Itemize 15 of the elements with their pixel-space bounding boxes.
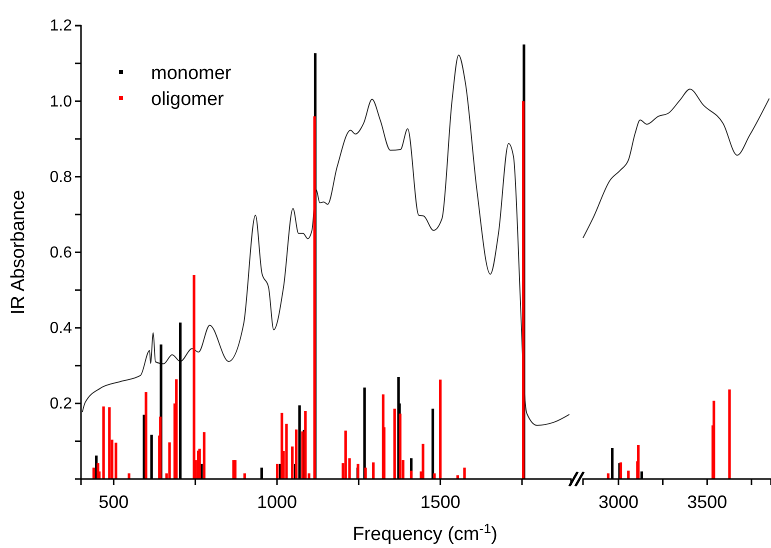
legend-label: monomer	[151, 63, 232, 84]
y-tick-label: 0.4	[50, 320, 72, 337]
x-tick-label: 1500	[420, 492, 460, 512]
y-tick-label: 0.6	[50, 244, 72, 262]
y-tick-label: 0.8	[50, 168, 72, 186]
y-tick-label: 1.2	[50, 18, 72, 35]
x-tick-label: 1000	[256, 492, 298, 512]
x-tick-label: 3500	[687, 492, 728, 512]
y-axis-title: IR Absorbance	[8, 190, 29, 315]
x-axis-title: Frequency (cm$^{-1}$)	[352, 520, 498, 545]
x-tick-label: 500	[98, 492, 129, 512]
y-tick-label: 1.0	[50, 93, 72, 110]
x-tick-label: 3000	[598, 492, 638, 512]
legend-label: oligomer	[151, 89, 225, 110]
y-tick-label: 0.2	[50, 396, 72, 413]
